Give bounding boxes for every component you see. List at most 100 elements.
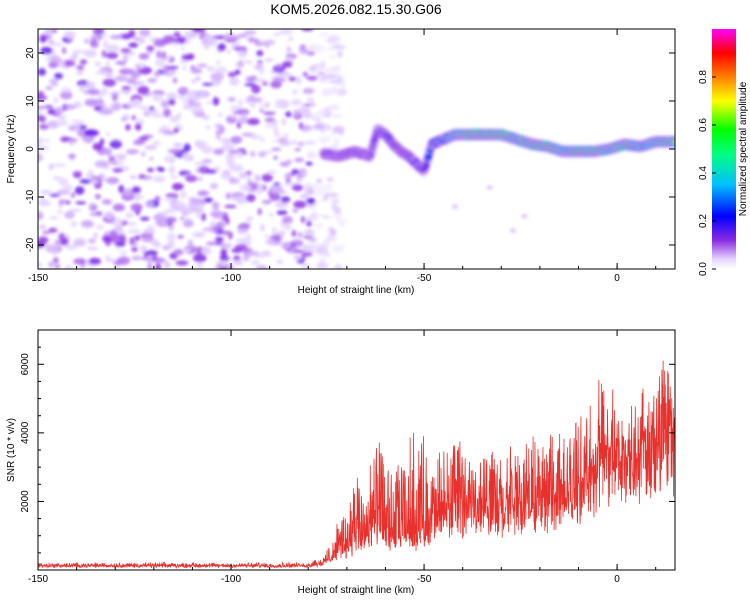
noise-blob <box>316 262 329 269</box>
noise-blob <box>144 144 158 151</box>
noise-blob <box>234 243 248 251</box>
noise-blob <box>145 201 155 208</box>
y-tick-label: 10 <box>25 95 36 107</box>
noise-blob <box>259 108 264 113</box>
noise-blob <box>285 159 293 165</box>
noise-blob <box>131 186 142 194</box>
noise-blob <box>149 106 155 111</box>
noise-blob <box>167 71 177 75</box>
noise-blob <box>301 29 314 32</box>
noise-blob <box>138 245 149 250</box>
noise-blob <box>173 31 181 37</box>
noise-blob <box>202 34 215 44</box>
snr-series-line <box>38 360 675 570</box>
noise-blob <box>224 204 237 209</box>
noise-blob <box>247 250 260 256</box>
noise-blob <box>314 222 324 229</box>
noise-blob <box>292 208 299 213</box>
noise-blob <box>227 264 234 269</box>
noise-blob <box>167 232 176 242</box>
noise-blob <box>201 212 206 222</box>
noise-blob <box>125 212 134 219</box>
noise-blob <box>148 157 154 161</box>
noise-blob <box>117 256 130 265</box>
noise-blob <box>54 107 65 115</box>
noise-blob <box>293 249 305 253</box>
noise-blob <box>301 113 314 119</box>
noise-blob <box>286 46 292 53</box>
noise-blob <box>54 72 63 80</box>
noise-blob <box>106 177 120 184</box>
noise-blob <box>72 49 86 54</box>
stray-blob <box>486 185 493 190</box>
noise-blob <box>311 64 319 68</box>
noise-blob <box>105 147 113 157</box>
noise-blob <box>155 263 162 269</box>
noise-blob <box>271 147 282 152</box>
noise-blob <box>283 181 293 186</box>
noise-blob <box>140 216 150 221</box>
noise-blob <box>115 61 126 65</box>
noise-blob <box>175 260 189 266</box>
noise-blob <box>48 61 59 69</box>
noise-blob <box>55 120 69 126</box>
noise-blob <box>258 103 271 107</box>
noise-blob <box>94 160 109 168</box>
noise-blob <box>245 193 256 203</box>
noise-blob <box>236 227 249 235</box>
noise-blob <box>180 217 185 220</box>
noise-blob <box>101 49 107 58</box>
noise-blob <box>308 237 318 243</box>
noise-blob <box>300 264 312 268</box>
noise-blob <box>143 175 153 181</box>
noise-blob <box>64 244 78 250</box>
noise-blob <box>320 60 326 70</box>
x-tick-label: -100 <box>221 273 241 284</box>
noise-blob <box>60 87 72 93</box>
noise-blob <box>42 230 51 235</box>
noise-blob <box>160 100 170 108</box>
noise-blob <box>192 231 206 238</box>
noise-blob <box>303 187 308 196</box>
noise-blob <box>224 39 237 43</box>
noise-blob <box>333 138 340 147</box>
noise-blob <box>165 92 178 101</box>
noise-blob <box>38 115 47 123</box>
noise-blob <box>80 220 94 228</box>
noise-blob <box>63 184 74 191</box>
noise-blob <box>297 231 303 238</box>
noise-blob <box>190 105 204 115</box>
noise-blob <box>226 158 236 166</box>
noise-blob <box>274 103 283 108</box>
noise-blob <box>212 96 220 106</box>
noise-blob <box>139 29 151 37</box>
noise-blob <box>127 101 136 108</box>
noise-blob <box>53 96 59 104</box>
noise-blob <box>307 153 321 157</box>
noise-blob <box>88 169 94 176</box>
noise-blob <box>239 184 252 191</box>
noise-blob <box>138 174 146 180</box>
noise-blob <box>84 38 90 44</box>
noise-blob <box>92 29 105 35</box>
noise-blob <box>237 200 244 205</box>
noise-blob <box>50 78 59 87</box>
noise-blob <box>197 92 208 98</box>
noise-blob <box>202 115 210 120</box>
noise-blob <box>314 201 319 207</box>
noise-blob <box>70 138 78 143</box>
noise-blob <box>76 71 83 75</box>
noise-blob <box>213 148 225 155</box>
noise-blob <box>89 202 95 210</box>
noise-blob <box>134 123 142 131</box>
noise-blob <box>132 241 138 247</box>
noise-blob <box>193 253 207 263</box>
noise-blob <box>79 178 92 184</box>
noise-blob <box>276 79 287 82</box>
noise-blob <box>74 186 85 195</box>
noise-blob <box>254 174 261 182</box>
noise-blob <box>278 29 293 35</box>
noise-blob <box>219 125 225 134</box>
noise-blob <box>285 111 292 118</box>
noise-blob <box>195 76 201 81</box>
